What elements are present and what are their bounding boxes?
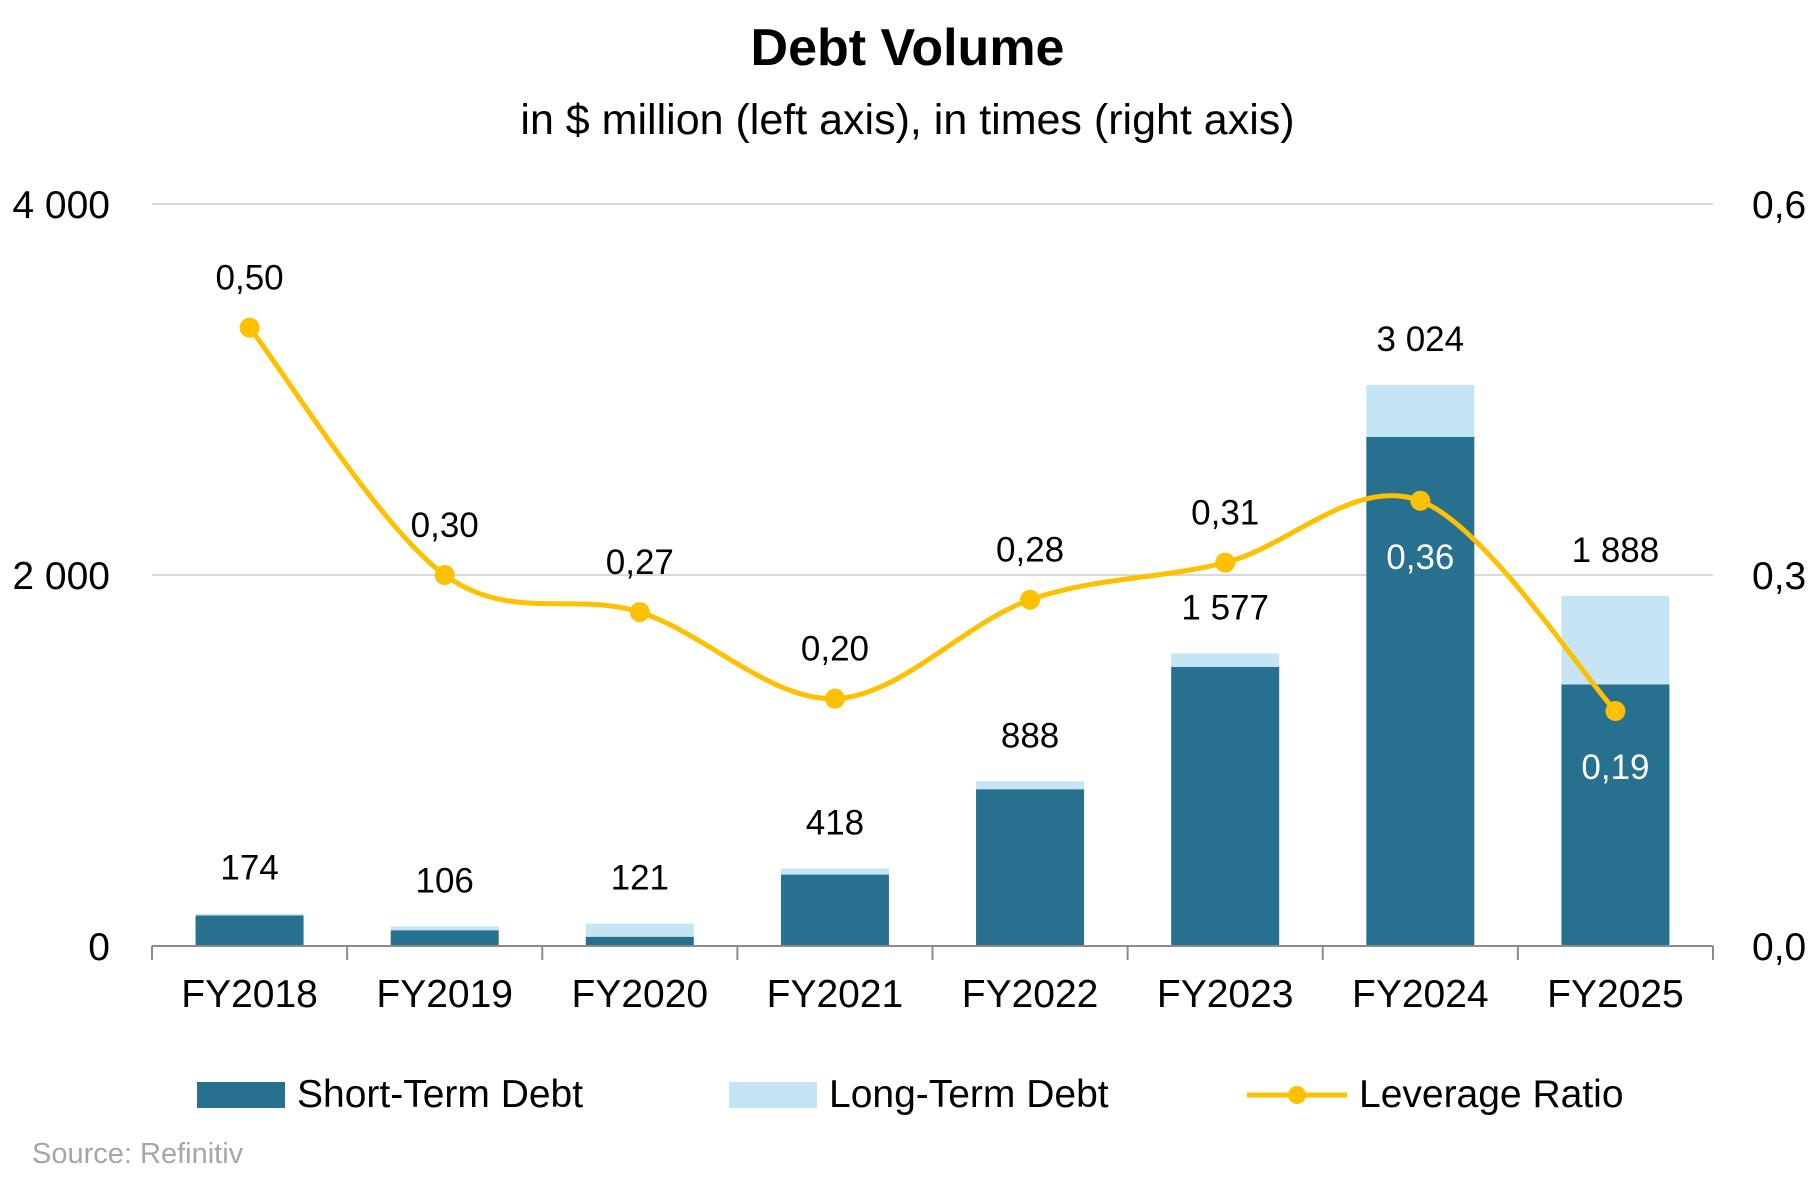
- bar-short-term-debt: [1366, 436, 1475, 946]
- x-axis-category-label: FY2019: [376, 973, 513, 1016]
- bar-long-term-debt: [1561, 595, 1670, 685]
- leverage-ratio-point: [629, 602, 650, 623]
- legend-swatch-short-term-debt: [197, 1082, 285, 1108]
- legend-label-short-term-debt: Short-Term Debt: [297, 1073, 584, 1116]
- legend-item-leverage-ratio: Leverage Ratio: [1247, 1070, 1624, 1120]
- bar-short-term-debt: [780, 874, 889, 946]
- leverage-ratio-label: 0,20: [801, 630, 869, 669]
- right-axis-tick-label: 0,3: [1752, 555, 1806, 598]
- leverage-ratio-point: [239, 317, 260, 338]
- leverage-ratio-point: [1215, 552, 1236, 573]
- leverage-ratio-point: [1020, 589, 1041, 610]
- bar-total-label: 888: [1001, 716, 1059, 755]
- bar-short-term-debt: [1561, 684, 1670, 946]
- bar-total-label: 1 577: [1181, 588, 1269, 627]
- leverage-ratio-point: [824, 688, 845, 709]
- x-axis-category-label: FY2025: [1547, 973, 1684, 1016]
- x-axis-category-label: FY2023: [1157, 973, 1294, 1016]
- legend-swatch-long-term-debt: [729, 1082, 817, 1108]
- x-axis-category-label: FY2022: [962, 973, 1099, 1016]
- bar-total-label: 121: [611, 859, 669, 898]
- bar-long-term-debt: [1171, 653, 1280, 667]
- legend-item-short-term-debt: Short-Term Debt: [197, 1070, 583, 1120]
- chart-subtitle: in $ million (left axis), in times (righ…: [520, 96, 1295, 144]
- x-axis-category-label: FY2020: [572, 973, 709, 1016]
- legend-label-leverage-ratio: Leverage Ratio: [1359, 1073, 1624, 1116]
- x-axis-category-label: FY2018: [181, 973, 318, 1016]
- leverage-ratio-label: 0,50: [216, 259, 284, 298]
- left-axis-tick-label: 0: [88, 926, 110, 969]
- left-axis-tick-label: 4 000: [12, 184, 110, 227]
- bar-long-term-debt: [1366, 385, 1475, 437]
- leverage-ratio-label: 0,30: [411, 506, 479, 545]
- legend-label-long-term-debt: Long-Term Debt: [829, 1073, 1109, 1116]
- bar-short-term-debt: [1171, 666, 1280, 946]
- bar-short-term-debt: [195, 915, 304, 946]
- left-axis-tick-label: 2 000: [12, 555, 110, 598]
- source-note: Source: Refinitiv: [32, 1138, 244, 1170]
- leverage-ratio-point: [434, 565, 455, 585]
- bar-total-label: 3 024: [1377, 320, 1465, 359]
- leverage-ratio-label: 0,27: [606, 543, 674, 582]
- right-axis-tick-label: 0,0: [1752, 926, 1806, 969]
- leverage-ratio-label: 0,19: [1581, 748, 1649, 787]
- legend-item-long-term-debt: Long-Term Debt: [729, 1070, 1109, 1120]
- leverage-ratio-point: [1605, 701, 1626, 722]
- bar-total-label: 174: [220, 849, 278, 888]
- bar-short-term-debt: [976, 789, 1085, 946]
- x-axis-category-label: FY2024: [1352, 973, 1489, 1016]
- leverage-ratio-label: 0,28: [996, 531, 1064, 570]
- bar-long-term-debt: [780, 868, 889, 875]
- chart-title: Debt Volume: [750, 19, 1065, 77]
- bar-long-term-debt: [390, 926, 499, 931]
- right-axis-tick-label: 0,6: [1752, 184, 1806, 227]
- bar-long-term-debt: [195, 913, 304, 916]
- bar-total-label: 418: [806, 803, 864, 842]
- leverage-ratio-label: 0,31: [1191, 494, 1259, 533]
- bar-total-label: 106: [415, 861, 473, 900]
- bar-short-term-debt: [390, 930, 499, 946]
- bar-long-term-debt: [976, 781, 1085, 790]
- bar-total-label: 1 888: [1572, 531, 1660, 570]
- legend-swatch-leverage-ratio: [1247, 1086, 1347, 1104]
- leverage-ratio-label: 0,36: [1386, 538, 1454, 577]
- leverage-ratio-point: [1410, 490, 1431, 511]
- bar-long-term-debt: [585, 923, 694, 937]
- bar-short-term-debt: [585, 936, 694, 946]
- x-axis-category-label: FY2021: [767, 973, 904, 1016]
